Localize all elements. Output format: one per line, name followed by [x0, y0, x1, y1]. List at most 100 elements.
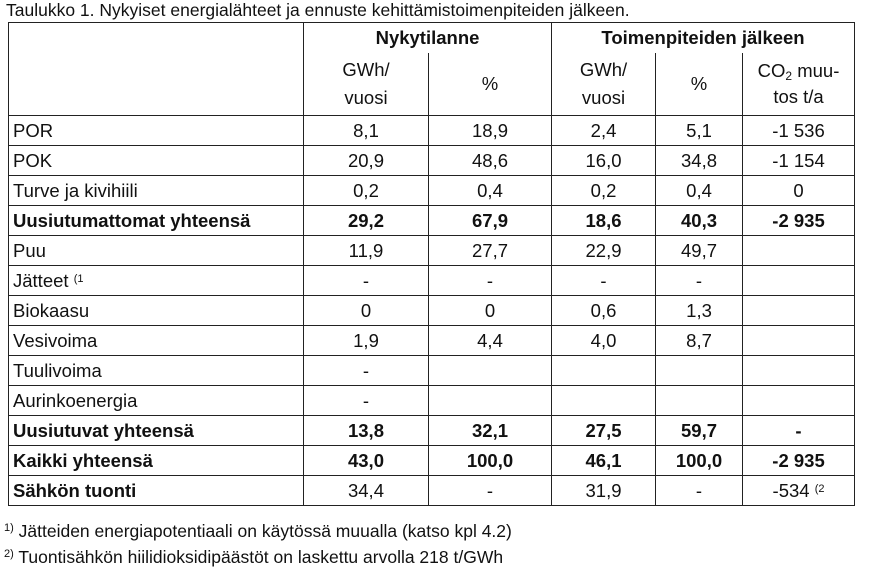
cell-co2: -2 935: [742, 445, 856, 476]
cell-n-gwh: -: [303, 355, 429, 386]
cell-value: 100,0: [466, 449, 514, 471]
table-row: Uusiutuvat yhteensä 13,8 32,1 27,5 59,7 -: [8, 415, 856, 446]
cell-t-pct: [655, 385, 744, 416]
header-group-after: Toimenpiteiden jälkeen: [551, 22, 856, 53]
cell-n-gwh: 43,0: [303, 445, 429, 476]
cell-n-gwh: -: [303, 385, 429, 416]
cell-t-gwh: 2,4: [551, 115, 657, 146]
cell-value: 43,0: [347, 449, 384, 471]
cell-value: 0,2: [590, 179, 617, 201]
cell-value: 40,3: [681, 209, 718, 231]
cell-value: -: [600, 269, 607, 291]
cell-n-pct: 0,4: [427, 175, 553, 206]
cell-n-pct: 32,1: [427, 415, 553, 446]
cell-n-pct: 67,9: [427, 205, 553, 236]
cell-t-gwh: 0,2: [551, 175, 657, 206]
cell-value: 20,9: [347, 149, 384, 171]
cell-co2: -1 154: [742, 145, 856, 176]
cell-value: 46,1: [585, 449, 622, 471]
cell-t-gwh: 46,1: [551, 445, 657, 476]
co2-line2: tos t/a: [773, 86, 824, 107]
cell-value: -2 935: [772, 209, 825, 231]
cell-n-pct: 0: [427, 295, 553, 326]
cell-co2: [742, 385, 856, 416]
cell-t-gwh: 27,5: [551, 415, 657, 446]
cell-value: -: [486, 479, 494, 501]
cell-t-gwh: 4,0: [551, 325, 657, 356]
cell-t-pct: 8,7: [655, 325, 744, 356]
cell-value: -: [795, 419, 802, 441]
table-row: Turve ja kivihiili 0,2 0,4 0,2 0,4 0: [8, 175, 856, 206]
footnote-marker: 2): [4, 548, 14, 560]
header-group-current: Nykytilanne: [302, 22, 553, 53]
row-label: Jätteet (1: [8, 265, 304, 296]
co2-prefix: CO: [757, 60, 786, 81]
row-label-text: Aurinkoenergia: [13, 389, 138, 411]
cell-n-pct: 18,9: [427, 115, 553, 146]
cell-value: 0: [484, 299, 496, 321]
cell-value: 8,7: [686, 329, 712, 351]
cell-value: 27,5: [585, 419, 622, 441]
row-label-text: POK: [13, 149, 53, 171]
cell-t-pct: 59,7: [655, 415, 744, 446]
table-caption: Taulukko 1. Nykyiset energialähteet ja e…: [6, 0, 630, 20]
cell-co2: [742, 235, 856, 266]
cell-t-pct: -: [655, 265, 744, 296]
cell-value: -: [362, 389, 370, 411]
cell-t-pct: 0,4: [655, 175, 744, 206]
cell-value: 4,4: [477, 329, 503, 351]
cell-n-gwh: 13,8: [303, 415, 429, 446]
table-row: Biokaasu 0 0 0,6 1,3: [8, 295, 856, 326]
cell-value: -: [695, 479, 703, 501]
header-gwh-after: GWh/vuosi: [551, 53, 657, 116]
cell-co2: [742, 355, 856, 386]
cell-value: 1,3: [686, 299, 712, 321]
cell-t-gwh: -: [551, 265, 657, 296]
row-label: POR: [8, 115, 304, 146]
row-label-text: Turve ja kivihiili: [13, 179, 138, 201]
row-label: Puu: [8, 235, 304, 266]
header-empty-cell: [8, 22, 304, 53]
cell-value: 32,1: [472, 419, 509, 441]
table-row: Aurinkoenergia -: [8, 385, 856, 416]
cell-n-gwh: 1,9: [303, 325, 429, 356]
cell-n-pct: [427, 355, 553, 386]
footnotes: 1) Jätteiden energiapotentiaali on käytö…: [4, 518, 512, 570]
cell-value: 5,1: [686, 119, 712, 141]
header-co2-change: CO2 muu-tos t/a: [742, 53, 856, 116]
cell-n-gwh: 8,1: [303, 115, 429, 146]
cell-value: 18,9: [472, 119, 509, 141]
cell-value: 8,1: [353, 119, 379, 141]
cell-value: -1 154: [772, 149, 825, 171]
cell-t-gwh: [551, 355, 657, 386]
cell-value: 0,4: [477, 179, 503, 201]
cell-value: 34,8: [681, 149, 718, 171]
cell-t-gwh: 18,6: [551, 205, 657, 236]
table-row: Puu 11,9 27,7 22,9 49,7: [8, 235, 856, 266]
row-label-text: Tuulivoima: [13, 359, 102, 381]
co2-subscript: 2: [785, 69, 793, 83]
cell-value: 22,9: [585, 239, 622, 261]
header-pct-current: %: [427, 53, 553, 116]
cell-n-pct: 4,4: [427, 325, 553, 356]
cell-t-pct: 34,8: [655, 145, 744, 176]
row-label-text: Vesivoima: [13, 329, 98, 351]
row-label: Aurinkoenergia: [8, 385, 304, 416]
cell-t-gwh: 16,0: [551, 145, 657, 176]
cell-t-pct: 1,3: [655, 295, 744, 326]
row-label-text: Uusiutumattomat yhteensä: [13, 209, 251, 231]
cell-value: -1 536: [772, 119, 825, 141]
cell-value: 48,6: [472, 149, 509, 171]
row-label: POK: [8, 145, 304, 176]
header-empty-cell: [8, 53, 304, 116]
cell-value: 0,4: [686, 179, 712, 201]
cell-value: 0,6: [590, 299, 617, 321]
cell-value: -: [486, 269, 494, 291]
row-label-text: POR: [13, 119, 54, 141]
row-label: Vesivoima: [8, 325, 304, 356]
cell-co2: [742, 325, 856, 356]
row-label: Tuulivoima: [8, 355, 304, 386]
header-gwh-line1: GWh/: [342, 59, 390, 80]
row-label: Kaikki yhteensä: [8, 445, 304, 476]
cell-value: 29,2: [347, 209, 384, 231]
